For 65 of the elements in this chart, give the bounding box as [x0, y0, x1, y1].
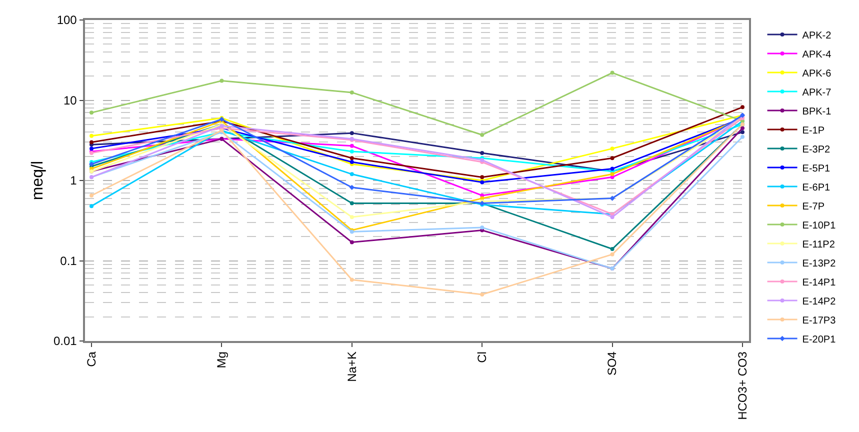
point [350, 172, 354, 176]
y-tick-label: 10 [63, 93, 78, 108]
point [90, 146, 94, 151]
point [350, 156, 354, 160]
point [220, 78, 224, 83]
legend-label: E-14P1 [802, 277, 836, 288]
x-tick-label: Mg [214, 352, 229, 368]
y-tick-label: 0.1 [60, 254, 78, 268]
x-tick-label: SO4 [605, 351, 620, 376]
legend-label: E-10P1 [802, 220, 836, 232]
point [90, 134, 94, 138]
point [90, 110, 94, 115]
point [350, 144, 354, 148]
y-tick-label: 0.01 [53, 334, 78, 348]
legend-label: E-20P1 [802, 334, 836, 346]
point [740, 134, 744, 139]
point [88, 162, 94, 167]
legend-label: E-17P3 [802, 315, 836, 326]
point [480, 132, 484, 137]
y-tick-label: 1 [70, 174, 78, 188]
legend-label: BPK-1 [802, 106, 832, 118]
point [610, 247, 614, 252]
point [90, 140, 94, 144]
legend-label: E-11P2 [802, 239, 836, 250]
point [90, 204, 94, 208]
point [610, 215, 614, 220]
point [610, 156, 614, 160]
point [480, 151, 484, 156]
point [610, 70, 614, 75]
y-tick-label: 100 [56, 13, 78, 28]
legend-label: E-13P2 [802, 258, 836, 270]
point [480, 175, 484, 180]
legend-label: E-3P2 [802, 144, 831, 156]
point [740, 105, 744, 110]
point [350, 240, 354, 244]
legend-label: APK-4 [802, 49, 832, 60]
legend-label: E-7P [802, 201, 825, 212]
point [349, 184, 354, 190]
legend-label: APK-7 [802, 87, 832, 98]
y-axis-title: meq/l [30, 160, 46, 200]
point [610, 252, 614, 256]
x-tick-label: Cl [475, 352, 489, 363]
legend-label: APK-2 [802, 30, 832, 42]
point [350, 278, 354, 282]
point [350, 90, 354, 94]
point [480, 225, 484, 230]
point [350, 215, 354, 220]
point [740, 130, 744, 134]
x-tick-label: Ca [84, 351, 98, 367]
point [90, 194, 94, 198]
point [610, 146, 614, 151]
point [610, 166, 614, 171]
x-tick-label: HCO3+ CO3 [735, 351, 750, 420]
point [480, 292, 484, 296]
legend-label: E-14P2 [802, 296, 836, 308]
x-tick-label: Na+K [344, 352, 359, 382]
point [610, 172, 614, 176]
legend-label: APK-6 [802, 68, 832, 80]
point [350, 149, 354, 154]
legend-label: E-1P [802, 125, 825, 136]
point [350, 201, 354, 206]
legend-label: E-6P1 [802, 182, 831, 194]
point [740, 126, 744, 130]
point [350, 131, 354, 136]
legend-label: E-5P1 [802, 163, 831, 174]
